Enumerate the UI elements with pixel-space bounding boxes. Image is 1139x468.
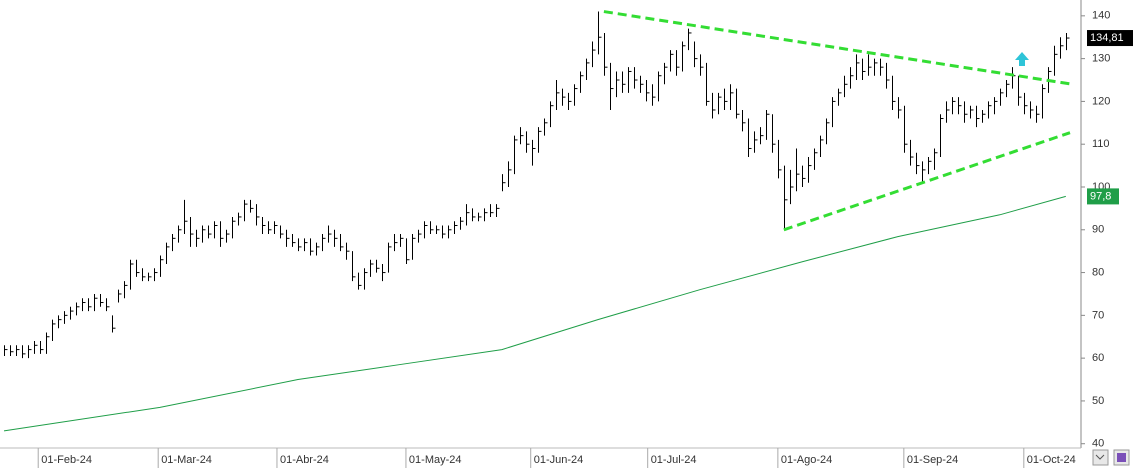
y-tick-label: 130 bbox=[1092, 53, 1110, 65]
x-tick-label: 01-Jun-24 bbox=[534, 454, 584, 466]
x-tick-label: 01-Feb-24 bbox=[41, 454, 92, 466]
x-tick-label: 01-Jul-24 bbox=[651, 454, 697, 466]
x-tick-label: 01-Sep-24 bbox=[907, 454, 958, 466]
price-tag bbox=[1087, 30, 1133, 47]
save-icon bbox=[1117, 453, 1126, 462]
price-tag bbox=[1087, 188, 1119, 205]
y-tick-label: 90 bbox=[1092, 224, 1104, 236]
price-tag-label: 97,8 bbox=[1090, 190, 1111, 202]
price-tag-label: 134,81 bbox=[1090, 32, 1124, 44]
x-tick-label: 01-Abr-24 bbox=[280, 454, 329, 466]
y-tick-label: 50 bbox=[1092, 395, 1104, 407]
signal-arrow bbox=[1015, 52, 1029, 66]
y-tick-label: 40 bbox=[1092, 438, 1104, 450]
y-tick-label: 80 bbox=[1092, 266, 1104, 278]
trendline bbox=[603, 10, 1071, 86]
y-tick-label: 70 bbox=[1092, 309, 1104, 321]
y-tick-label: 110 bbox=[1092, 138, 1110, 150]
moving-average bbox=[3, 195, 1066, 432]
scroll-icon bbox=[1095, 454, 1105, 460]
y-tick-label: 140 bbox=[1092, 10, 1110, 22]
scroll-button[interactable] bbox=[1092, 449, 1109, 466]
x-tick-label: 01-Mar-24 bbox=[161, 454, 212, 466]
x-tick-label: 01-May-24 bbox=[409, 454, 462, 466]
x-tick-label: 01-Ago-24 bbox=[781, 454, 832, 466]
x-tick-label: 01-Oct-24 bbox=[1027, 454, 1076, 466]
y-tick-label: 120 bbox=[1092, 95, 1110, 107]
plot-area: 01-Feb-24 01-Mar-24 01-Abr-24 01-May-24 01-J… bbox=[3, 10, 1076, 468]
y-tick-label: 60 bbox=[1092, 352, 1104, 364]
trendline bbox=[783, 131, 1071, 232]
